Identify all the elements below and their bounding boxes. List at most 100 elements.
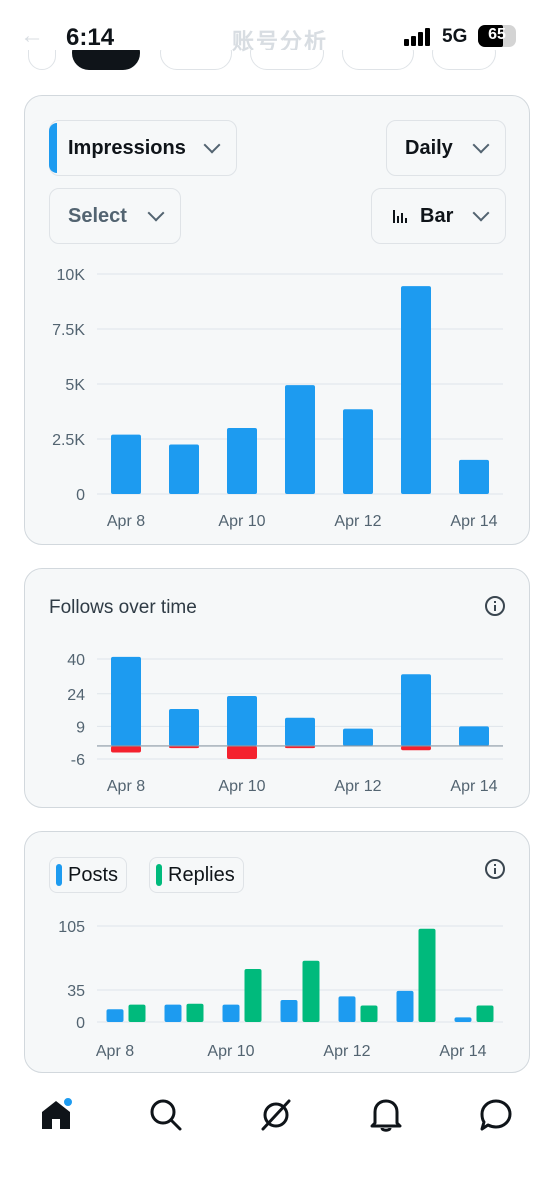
chart-type-dropdown[interactable]: Bar: [371, 188, 506, 244]
x-tick-label: Apr 12: [334, 778, 381, 795]
x-tick-label: Apr 12: [334, 513, 381, 530]
compare-dropdown-label: Select: [68, 204, 127, 227]
network-type: 5G: [442, 26, 468, 47]
messages-icon: [480, 1099, 512, 1131]
x-tick-label: Apr 14: [450, 778, 497, 795]
bar: [418, 928, 436, 1022]
chevron-down-icon: [472, 136, 490, 154]
y-tick-label: 35: [67, 983, 85, 1000]
follows-card: Follows over time 40 24 9 -6 Apr 8 Apr 10 Apr …: [24, 568, 530, 808]
back-icon[interactable]: ←: [20, 22, 44, 49]
legend-posts[interactable]: Posts: [49, 857, 127, 893]
y-tick-label: 0: [76, 487, 85, 504]
bar: [169, 709, 199, 746]
chevron-down-icon: [147, 204, 165, 222]
nav-messages[interactable]: [466, 1080, 526, 1150]
bar: [459, 459, 489, 494]
y-tick-label: 5K: [65, 377, 85, 394]
x-tick-label: Apr 12: [323, 1043, 370, 1060]
bar: [244, 968, 262, 1022]
y-tick-label: 7.5K: [52, 322, 85, 339]
x-tick-label: Apr 10: [207, 1043, 254, 1060]
period-dropdown[interactable]: Daily: [386, 120, 506, 176]
compare-dropdown[interactable]: Select: [49, 188, 181, 244]
bar: [401, 674, 431, 746]
notifications-icon: [370, 1099, 402, 1132]
bar: [396, 990, 414, 1022]
legend-replies[interactable]: Replies: [149, 857, 244, 893]
bar: [338, 996, 356, 1022]
y-tick-label: 9: [76, 719, 85, 736]
nav-grok[interactable]: [246, 1080, 306, 1150]
bar: [222, 1004, 240, 1022]
filter-pill[interactable]: [250, 50, 324, 70]
bar: [401, 745, 431, 751]
search-icon: [150, 1099, 182, 1131]
bar: [164, 1004, 182, 1022]
chart-type-label: Bar: [420, 204, 454, 227]
info-icon[interactable]: [485, 859, 505, 879]
x-tick-label: Apr 14: [450, 513, 497, 530]
battery-icon: 65: [478, 25, 516, 47]
nav-home[interactable]: [26, 1080, 86, 1150]
x-tick-label: Apr 14: [439, 1043, 486, 1060]
bar: [285, 385, 315, 494]
bar: [227, 695, 257, 746]
y-tick-label: 2.5K: [52, 432, 85, 449]
home-icon: [42, 1097, 74, 1129]
follows-chart: 40 24 9 -6 Apr 8 Apr 10 Apr 12 Apr 14: [67, 652, 503, 795]
posts-replies-card: Posts Replies 105 35 0 Apr 8 Apr 10 Apr 12 Apr…: [24, 831, 530, 1073]
clock: 6:14: [66, 24, 115, 51]
bar-chart-icon: [393, 210, 407, 223]
grok-icon: [261, 1099, 291, 1131]
nav-notifications[interactable]: [356, 1080, 416, 1150]
legend-replies-swatch: [156, 864, 162, 886]
chevron-down-icon: [472, 204, 490, 222]
posts-replies-chart: 105 35 0 Apr 8 Apr 10 Apr 12 Apr 14: [58, 919, 503, 1060]
battery-level: 65: [488, 26, 506, 43]
y-tick-label: 40: [67, 652, 85, 669]
follows-card-title: Follows over time: [49, 597, 197, 618]
y-tick-label: 10K: [57, 267, 86, 284]
filter-pills-row: [0, 50, 554, 72]
impressions-chart: 10K 7.5K 5K 2.5K 0 Apr 8 Apr 10 Apr 12 Apr 14: [52, 267, 503, 530]
bar: [128, 1004, 146, 1022]
cellular-signal-icon: [404, 28, 434, 46]
y-tick-label: 105: [58, 919, 85, 936]
filter-pill-selected[interactable]: [72, 50, 140, 70]
filter-pill[interactable]: [432, 50, 496, 70]
legend-posts-swatch: [56, 864, 62, 886]
filter-pill[interactable]: [160, 50, 232, 70]
bar: [227, 745, 257, 759]
nav-search[interactable]: [136, 1080, 196, 1150]
filter-pill[interactable]: [342, 50, 414, 70]
x-tick-label: Apr 10: [218, 778, 265, 795]
bar: [476, 1005, 494, 1022]
bar: [360, 1005, 378, 1022]
period-dropdown-label: Daily: [405, 136, 453, 159]
bar: [343, 728, 373, 746]
legend-posts-label: Posts: [68, 863, 119, 886]
bottom-nav: [0, 1080, 554, 1152]
bar: [186, 1003, 204, 1022]
status-bar: ← 账号分析 6:14 5G 65: [0, 0, 554, 70]
metric-color-indicator: [49, 123, 57, 173]
chevron-down-icon: [203, 136, 221, 154]
y-tick-label: 24: [67, 687, 85, 704]
legend-replies-label: Replies: [168, 863, 235, 886]
info-icon[interactable]: [485, 596, 505, 616]
x-tick-label: Apr 10: [218, 513, 265, 530]
bar: [401, 286, 431, 494]
impressions-card: Impressions Daily Select Bar 10K 7.5K 5K 2.…: [24, 95, 530, 545]
bar: [280, 1000, 298, 1022]
bar: [111, 434, 141, 494]
bar: [302, 960, 320, 1022]
filter-pill[interactable]: [28, 50, 56, 70]
x-tick-label: Apr 8: [96, 1043, 134, 1060]
bar: [343, 409, 373, 494]
y-tick-label: 0: [76, 1015, 85, 1032]
metric-dropdown[interactable]: Impressions: [49, 120, 237, 176]
bar: [459, 726, 489, 746]
bar: [169, 444, 199, 494]
bar: [454, 1017, 472, 1022]
